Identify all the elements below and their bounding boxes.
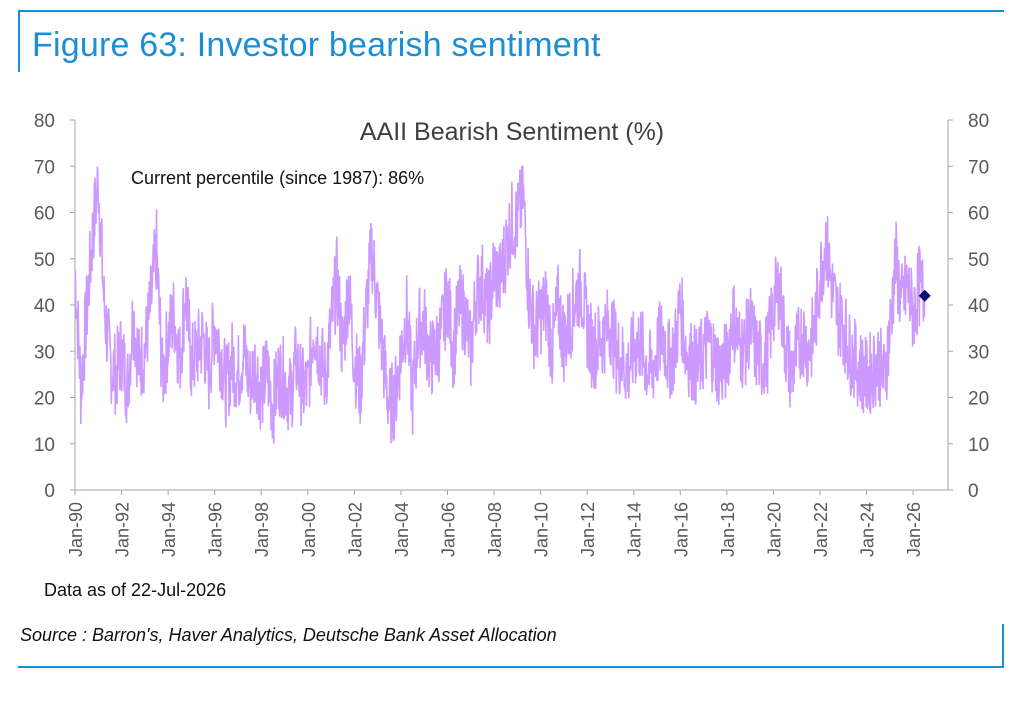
y-tick-label-right: 0 <box>968 481 979 502</box>
y-tick-label-left: 0 <box>44 481 55 502</box>
x-tick-label: Jan-10 <box>532 502 552 557</box>
x-tick-label: Jan-92 <box>113 502 133 557</box>
x-tick-label: Jan-08 <box>485 502 505 557</box>
y-tick-label-left: 80 <box>34 111 55 132</box>
y-tick-label-right: 40 <box>968 296 989 317</box>
figure-frame-left <box>18 10 20 72</box>
y-tick-label-left: 20 <box>34 389 55 410</box>
y-tick-label-right: 20 <box>968 389 989 410</box>
x-tick-label: Jan-90 <box>66 502 86 557</box>
chart-title: AAII Bearish Sentiment (%) <box>360 118 664 146</box>
y-tick-label-left: 30 <box>34 342 55 363</box>
y-tick-label-right: 70 <box>968 157 989 178</box>
x-tick-label: Jan-04 <box>392 502 412 557</box>
x-tick-label: Jan-18 <box>718 502 738 557</box>
x-tick-label: Jan-98 <box>252 502 272 557</box>
y-tick-label-right: 30 <box>968 342 989 363</box>
x-tick-label: Jan-94 <box>159 502 179 557</box>
x-tick-label: Jan-26 <box>904 502 924 557</box>
x-tick-label: Jan-16 <box>671 502 691 557</box>
y-tick-label-right: 10 <box>968 435 989 456</box>
x-tick-label: Jan-96 <box>206 502 226 557</box>
y-tick-label-right: 80 <box>968 111 989 132</box>
chart-annotation: Current percentile (since 1987): 86% <box>131 168 424 188</box>
x-tick-label: Jan-24 <box>858 502 878 557</box>
series-line-bearish-sentiment <box>74 165 926 444</box>
y-tick-label-left: 50 <box>34 250 55 271</box>
figure-frame-right <box>1002 624 1004 668</box>
x-tick-label: Jan-12 <box>578 502 598 557</box>
y-tick-label-left: 10 <box>34 435 55 456</box>
figure-frame-top <box>18 10 1004 12</box>
y-tick-label-left: 40 <box>34 296 55 317</box>
x-tick-label: Jan-02 <box>345 502 365 557</box>
x-tick-label: Jan-06 <box>438 502 458 557</box>
figure-frame-bottom <box>18 666 1004 668</box>
y-tick-label-right: 50 <box>968 250 989 271</box>
last-point-marker <box>918 289 931 302</box>
x-tick-label: Jan-20 <box>764 502 784 557</box>
x-tick-label: Jan-00 <box>299 502 319 557</box>
source-note: Source : Barron's, Haver Analytics, Deut… <box>20 625 557 645</box>
x-tick-label: Jan-22 <box>811 502 831 557</box>
figure-title: Figure 63: Investor bearish sentiment <box>32 26 601 64</box>
y-tick-label-left: 60 <box>34 204 55 225</box>
data-as-of-note: Data as of 22-Jul-2026 <box>44 580 227 600</box>
x-tick-label: Jan-14 <box>625 502 645 557</box>
y-tick-label-right: 60 <box>968 204 989 225</box>
y-tick-label-left: 70 <box>34 157 55 178</box>
